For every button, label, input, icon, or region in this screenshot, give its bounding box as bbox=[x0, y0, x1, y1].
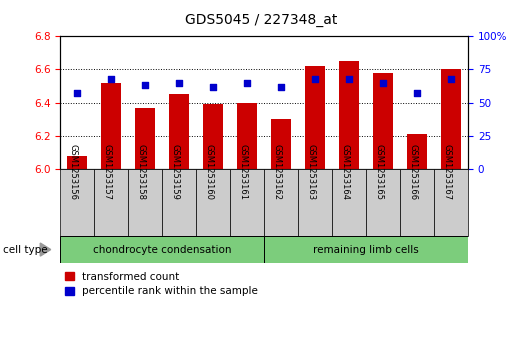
Text: remaining limb cells: remaining limb cells bbox=[313, 245, 419, 254]
Text: GSM1253163: GSM1253163 bbox=[306, 144, 315, 200]
Bar bbox=[305, 66, 325, 169]
Bar bbox=[196, 169, 230, 236]
Text: GSM1253160: GSM1253160 bbox=[204, 144, 213, 200]
Bar bbox=[373, 73, 393, 169]
Bar bbox=[298, 169, 332, 236]
Bar bbox=[271, 119, 291, 169]
Point bbox=[345, 76, 354, 82]
Bar bbox=[264, 169, 298, 236]
Bar bbox=[230, 169, 264, 236]
Point bbox=[175, 80, 184, 86]
Text: GSM1253158: GSM1253158 bbox=[136, 144, 145, 200]
Point bbox=[277, 84, 286, 90]
Bar bbox=[128, 169, 162, 236]
Point bbox=[243, 80, 252, 86]
Text: GSM1253157: GSM1253157 bbox=[102, 144, 111, 200]
Bar bbox=[339, 61, 359, 169]
Bar bbox=[101, 83, 121, 169]
Text: GSM1253156: GSM1253156 bbox=[68, 144, 77, 200]
Point bbox=[107, 76, 116, 82]
Legend: transformed count, percentile rank within the sample: transformed count, percentile rank withi… bbox=[65, 272, 258, 296]
Text: GDS5045 / 227348_at: GDS5045 / 227348_at bbox=[185, 13, 338, 27]
Bar bbox=[400, 169, 434, 236]
Bar bbox=[237, 102, 257, 169]
Bar bbox=[264, 236, 468, 263]
Bar bbox=[60, 169, 94, 236]
Point bbox=[447, 76, 456, 82]
Bar bbox=[60, 236, 264, 263]
Bar bbox=[135, 107, 155, 169]
Text: GSM1253167: GSM1253167 bbox=[442, 144, 451, 200]
Text: GSM1253159: GSM1253159 bbox=[170, 144, 179, 200]
Text: chondrocyte condensation: chondrocyte condensation bbox=[93, 245, 231, 254]
Point bbox=[413, 90, 422, 96]
Bar bbox=[434, 169, 468, 236]
Text: GSM1253164: GSM1253164 bbox=[340, 144, 349, 200]
Text: GSM1253161: GSM1253161 bbox=[238, 144, 247, 200]
Bar bbox=[169, 94, 189, 169]
Point bbox=[209, 84, 218, 90]
Bar bbox=[94, 169, 128, 236]
Polygon shape bbox=[40, 243, 51, 256]
Text: GSM1253162: GSM1253162 bbox=[272, 144, 281, 200]
Bar bbox=[332, 169, 366, 236]
Bar bbox=[366, 169, 400, 236]
Point bbox=[379, 80, 388, 86]
Text: GSM1253166: GSM1253166 bbox=[408, 144, 417, 200]
Point bbox=[73, 90, 82, 96]
Bar bbox=[407, 134, 427, 169]
Text: cell type: cell type bbox=[3, 245, 47, 254]
Bar bbox=[203, 104, 223, 169]
Bar bbox=[67, 155, 87, 169]
Bar bbox=[162, 169, 196, 236]
Point bbox=[311, 76, 320, 82]
Text: GSM1253165: GSM1253165 bbox=[374, 144, 383, 200]
Bar bbox=[441, 69, 461, 169]
Point bbox=[141, 82, 150, 88]
